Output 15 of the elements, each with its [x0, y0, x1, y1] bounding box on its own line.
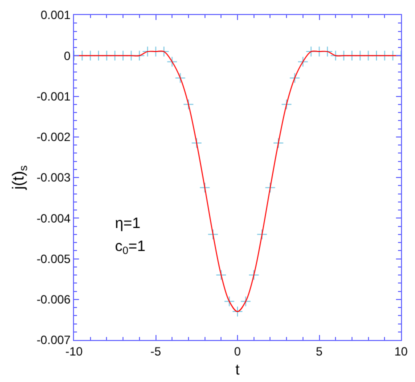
y-tick-label: 0 — [64, 48, 71, 63]
y-tick-label: -0.003 — [36, 170, 71, 185]
x-tick-label: -5 — [150, 344, 162, 358]
y-tick-label: -0.001 — [36, 89, 71, 104]
x-tick-label: 5 — [316, 344, 323, 358]
x-tick-label: 10 — [394, 344, 408, 358]
y-tick-label: -0.006 — [36, 292, 71, 307]
x-tick-label: 0 — [234, 344, 242, 358]
y-tick-label: -0.002 — [36, 130, 71, 144]
y-tick-label: 0.001 — [40, 8, 71, 22]
annotation: c$_{0}$=1 — [115, 238, 146, 258]
y-tick-label: -0.004 — [36, 211, 71, 226]
y-tick-label: -0.005 — [36, 252, 71, 266]
annotation: η=1 — [115, 215, 140, 232]
x-axis-title: t — [235, 361, 240, 378]
